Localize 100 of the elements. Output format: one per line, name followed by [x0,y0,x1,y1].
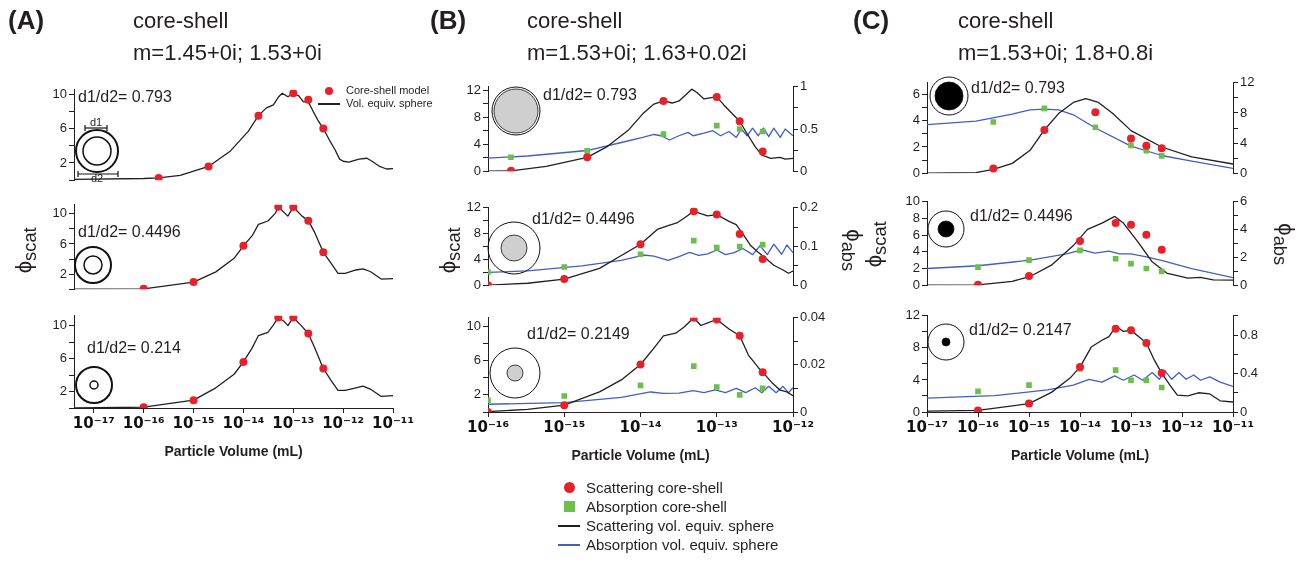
y-tick-label: 10 [52,85,67,101]
y-tick-label: 12 [466,81,481,97]
y2-tick-label: 8 [1240,104,1248,120]
x-tick-label: 10⁻¹⁶ [467,417,509,436]
y-tick-label: 12 [466,199,481,215]
y-tick-label: 2 [59,383,67,399]
y2-tick-label: 1 [800,78,808,94]
x-tick-label: 10⁻¹² [1161,417,1203,436]
y2-tick-label: 0.8 [1240,326,1259,342]
x-tick-label: 10⁻¹³ [1110,417,1152,436]
y2-tick-label: 6 [1240,193,1248,209]
y2-tick-label: 0.2 [800,199,819,215]
x-tick-label: 10⁻¹⁵ [543,417,586,436]
x-tick-label: 10⁻¹⁶ [122,413,165,432]
x-tick-label: 10⁻¹³ [272,413,315,432]
text: (C) [853,5,890,35]
y2-tick-label: 12 [1240,74,1255,90]
y-tick-label: 8 [473,108,481,124]
x-axis-title: Particle Volume (mL) [1011,447,1150,464]
annotation: d1/d2= 0.793 [78,88,172,106]
annotation: d1/d2= 0.793 [971,79,1065,97]
y-tick-label: 2 [473,386,481,402]
y-tick-label: 6 [59,350,67,366]
y2-tick-label: 0 [800,276,808,292]
y-tick-label: 6 [59,120,67,136]
annotation: d1/d2= 0.793 [543,86,637,104]
y-tick-label: 8 [473,225,481,241]
annotation: d1/d2= 0.4496 [970,207,1073,225]
x-tick-label: 10⁻¹⁵ [1008,417,1050,436]
x-tick-label: 10⁻¹⁵ [172,413,215,432]
y-tick-label: 4 [473,250,481,266]
y-tick-label: 4 [912,112,920,128]
y-tick-label: 10 [52,317,67,333]
y2-tick-label: 0.04 [800,309,826,325]
chart-title: core-shell [958,8,1054,33]
legend-label: Absorption vol. equiv. sphere [586,535,779,554]
y-tick-label: 8 [912,210,920,226]
x-tick-label: 10⁻¹¹ [372,413,414,432]
chart-title: core-shell [527,8,623,33]
y2-tick-label: 0.4 [1240,365,1259,381]
y-tick-label: 4 [912,243,920,259]
y2-tick-label: 4 [1240,221,1248,237]
x-tick-label: 10⁻¹⁴ [222,413,265,432]
y2-tick-label: 0 [1240,276,1248,292]
y2-tick-label: 4 [1240,134,1248,150]
x-tick-label: 10⁻¹¹ [1212,417,1254,436]
x-tick-label: 10⁻¹² [772,417,814,436]
text: (B) [430,5,467,35]
y-tick-label: 6 [59,235,67,251]
x-axis-title: Particle Volume (mL) [571,447,710,464]
y-tick-label: 6 [473,352,481,368]
y2-tick-label: 0.02 [800,356,826,372]
legend-label: Absorption core-shell [586,497,727,516]
x-axis-title: Particle Volume (mL) [164,443,303,460]
y2-tick-label: 0.5 [800,120,819,136]
legend-label: Scattering core-shell [586,478,723,497]
x-tick-label: 10⁻¹⁴ [1059,417,1101,436]
legend-label: Vol. equiv. sphere [346,97,433,110]
y2-tick-label: 0 [1240,164,1248,180]
y-tick-label: 0 [473,276,481,292]
y-tick-label: 10 [52,205,67,221]
y-tick-label: 2 [912,260,920,276]
y-tick-label: 4 [912,371,920,387]
y2-tick-label: 0.1 [800,238,819,254]
y-tick-label: 12 [905,307,920,323]
y-tick-label: 0 [912,403,920,419]
legend-label: Scattering vol. equiv. sphere [586,516,775,535]
legend-label: Core-shell model [346,84,430,97]
y-tick-label: 0 [912,276,920,292]
annotation: d1/d2= 0.4496 [532,210,635,228]
y-tick-label: 10 [466,317,481,333]
y-tick-label: 6 [912,86,920,102]
x-tick-label: 10⁻¹⁷ [906,417,948,436]
annotation: d1/d2= 0.2149 [527,325,630,343]
y2-tick-label: 0 [800,403,808,419]
annotation: d1 [90,116,103,129]
y-tick-label: 2 [59,154,67,170]
x-tick-label: 10⁻¹³ [695,417,738,436]
x-tick-label: 10⁻¹⁷ [72,413,115,432]
x-tick-label: 10⁻¹² [322,413,365,432]
annotation: d1/d2= 0.4496 [78,223,181,241]
x-tick-label: 10⁻¹⁶ [957,417,999,436]
y-tick-label: 2 [59,265,67,281]
y-tick-label: 0 [473,162,481,178]
y2-tick-label: 0 [1240,403,1248,419]
chart-subtitle: m=1.45+0i; 1.53+0i [133,40,322,65]
y2-tick-label: 2 [1240,248,1248,264]
chart-title: core-shell [133,8,229,33]
y2-tick-label: 0 [800,162,808,178]
text: (A) [8,5,45,35]
chart-subtitle: m=1.53+0i; 1.8+0.8i [958,40,1154,65]
x-tick-label: 10⁻¹⁴ [619,417,662,436]
y-tick-label: 8 [912,339,920,355]
annotation: d1/d2= 0.214 [87,339,181,357]
y-tick-label: 6 [912,226,920,242]
chart-subtitle: m=1.53+0i; 1.63+0.02i [527,40,747,65]
y-tick-label: 4 [473,135,481,151]
annotation: d1/d2= 0.2147 [969,321,1072,339]
y-tick-label: 10 [905,193,920,209]
y-tick-label: 0 [912,164,920,180]
